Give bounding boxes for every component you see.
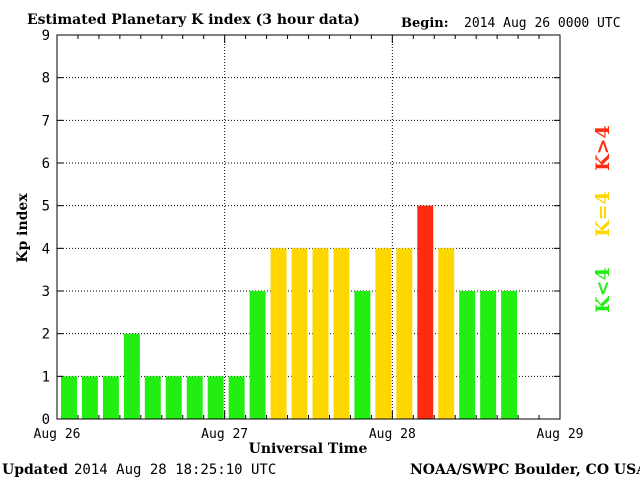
- y-tick-label: 7: [42, 113, 50, 129]
- kp-bar: [228, 376, 245, 419]
- y-axis-label: Kp index: [15, 193, 31, 263]
- kp-bar: [354, 291, 371, 419]
- kp-bar: [270, 248, 287, 419]
- legend-k-less-4: K<4: [592, 267, 614, 313]
- y-tick-label: 8: [42, 71, 50, 87]
- kp-bar: [438, 248, 455, 419]
- kp-bar: [249, 291, 266, 419]
- kp-bar: [480, 291, 497, 419]
- kp-bar: [312, 248, 329, 419]
- kp-bar: [186, 376, 203, 419]
- kp-bar: [61, 376, 77, 419]
- x-tick-label: Aug 26: [34, 427, 81, 442]
- kp-bar: [459, 291, 476, 419]
- begin-value: 2014 Aug 26 0000 UTC: [464, 16, 621, 31]
- y-tick-label: 5: [42, 199, 50, 215]
- legend-k-equal-4: K=4: [592, 191, 614, 237]
- y-tick-label: 6: [42, 156, 50, 172]
- kp-bar: [144, 376, 161, 419]
- x-tick-label: Aug 29: [537, 427, 584, 442]
- source-credit: NOAA/SWPC Boulder, CO USA: [410, 462, 640, 478]
- updated-value: 2014 Aug 28 18:25:10 UTC: [74, 462, 276, 478]
- kp-bar: [102, 376, 119, 419]
- y-tick-label: 9: [42, 28, 50, 44]
- kp-bar: [123, 333, 140, 419]
- kp-bar: [165, 376, 182, 419]
- kp-bar: [417, 205, 434, 419]
- kp-bar: [291, 248, 308, 419]
- kp-bar: [375, 248, 392, 419]
- y-tick-label: 2: [42, 327, 50, 343]
- y-tick-label: 4: [42, 241, 50, 257]
- kp-bar: [396, 248, 413, 419]
- x-tick-label: Aug 28: [369, 427, 416, 442]
- chart-title: Estimated Planetary K index (3 hour data…: [27, 12, 360, 28]
- plot-area: 0 1 2 3 4 5 6 7 8 9 Aug 26 Aug 27 Aug 28 Aug 29: [34, 28, 584, 442]
- y-tick-label: 0: [42, 412, 50, 428]
- x-axis-label: Universal Time: [249, 441, 368, 457]
- y-tick-label: 1: [42, 369, 50, 385]
- legend-k-greater-4: K>4: [592, 125, 614, 171]
- kp-bar: [333, 248, 350, 419]
- y-tick-label: 3: [42, 284, 50, 300]
- x-tick-label: Aug 27: [201, 427, 248, 442]
- kp-bar: [81, 376, 98, 419]
- updated-label: Updated: [2, 462, 68, 478]
- begin-label: Begin:: [401, 16, 449, 31]
- kp-bar: [501, 291, 518, 419]
- kp-bar: [207, 376, 224, 419]
